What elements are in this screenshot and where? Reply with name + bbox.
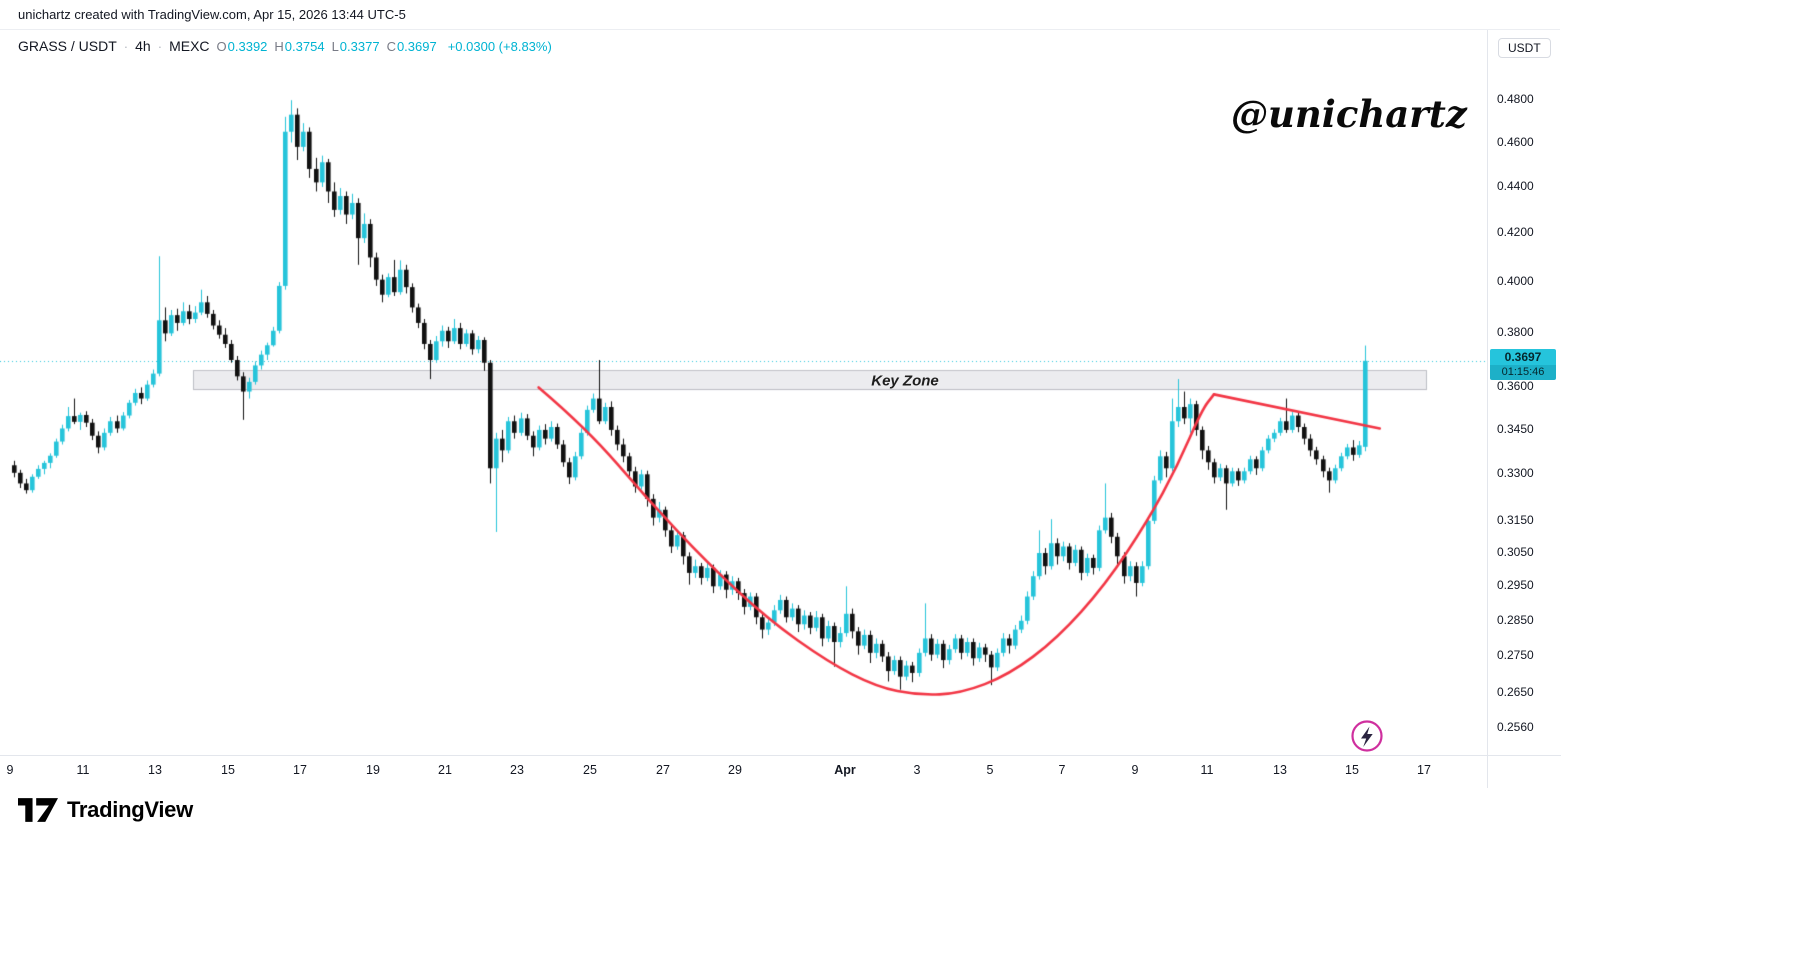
tradingview-wordmark: TradingView [67,797,193,822]
price-axis-label: 0.4200 [1497,225,1534,240]
last-price-badge: 0.3697 01:15:46 [1490,348,1556,380]
price-axis-label: 0.2850 [1497,612,1534,627]
interval-label[interactable]: 4h [135,38,151,54]
price-axis-label: 0.4000 [1497,274,1534,289]
time-axis-label: 5 [986,763,994,777]
time-axis-label: 17 [293,763,307,777]
time-axis-label: 7 [1058,763,1066,777]
tradingview-logomark [18,798,58,822]
price-change: +0.0300 (+8.83%) [447,38,552,54]
price-axis-label: 0.2950 [1497,578,1534,593]
ohlc-high-value: 0.3754 [284,38,325,54]
time-axis-label: 9 [1131,763,1139,777]
exchange-label[interactable]: MEXC [169,38,210,54]
time-axis-label: 15 [221,763,235,777]
time-axis[interactable]: 9 11 13 15 17 19 21 23 25 27 29 Apr 3 5 7 9 11 13 15 17 [0,755,1561,789]
ohlc-open: O 0.3392 [217,39,268,54]
ohlc-close-letter: C [386,38,396,54]
time-axis-label: 13 [1273,763,1287,777]
bar-countdown: 01:15:46 [1490,364,1556,380]
price-axis-label: 0.3600 [1497,379,1534,394]
price-axis-label: 0.4600 [1497,134,1534,149]
ohlc-low: L 0.3377 [332,39,380,54]
price-axis-label: 0.2750 [1497,648,1534,663]
symbol-legend: GRASS / USDT · 4h · MEXC O 0.3392 H 0.3754… [18,38,552,54]
time-axis-label: 3 [913,763,921,777]
legend-separator: · [157,38,163,54]
price-axis-label: 0.3300 [1497,466,1534,481]
flash-icon[interactable] [1350,719,1384,753]
last-price-value: 0.3697 [1490,348,1556,365]
ohlc-close: C 0.3697 [387,39,437,54]
time-axis-label: Apr [834,763,856,777]
price-axis-label: 0.4400 [1497,178,1534,193]
price-axis-label: 0.2650 [1497,685,1534,700]
price-axis-label: 0.2560 [1497,719,1534,734]
time-axis-label: 27 [656,763,670,777]
price-axis-label: 0.3050 [1497,545,1534,560]
time-axis-label: 13 [148,763,162,777]
time-axis-label: 25 [583,763,597,777]
time-axis-label: 15 [1345,763,1359,777]
legend-separator: · [123,38,129,54]
time-axis-label: 11 [76,763,90,777]
time-axis-label: 23 [510,763,524,777]
ohlc-high-letter: H [274,38,284,54]
time-axis-label: 11 [1200,763,1214,777]
ohlc-low-value: 0.3377 [339,38,380,54]
time-axis-label: 17 [1417,763,1431,777]
time-axis-label: 29 [728,763,742,777]
time-axis-label: 9 [6,763,14,777]
symbol-name[interactable]: GRASS / USDT [18,38,117,54]
price-chart-canvas[interactable] [0,0,1487,755]
tradingview-logo[interactable]: TradingView [18,797,193,823]
credit-text: unichartz created with TradingView.com, … [18,7,406,22]
ohlc-open-value: 0.3392 [227,38,268,54]
time-axis-label: 21 [438,763,452,777]
currency-toggle[interactable]: USDT [1498,38,1551,58]
watermark-handle: @unichartz [1231,92,1467,136]
price-axis-label: 0.3450 [1497,421,1534,436]
price-axis-label: 0.3800 [1497,325,1534,340]
ohlc-high: H 0.3754 [274,39,324,54]
price-axis-label: 0.3150 [1497,512,1534,527]
price-axis[interactable]: USDT 0.4800 0.4600 0.4400 0.4200 0.4000 0.380… [1487,30,1580,788]
price-axis-label: 0.4800 [1497,92,1534,106]
flash-icon-graphic [1351,720,1383,752]
time-axis-label: 19 [366,763,380,777]
header-separator [0,29,1560,30]
key-zone-label[interactable]: Key Zone [871,372,939,390]
ohlc-close-value: 0.3697 [396,38,437,54]
ohlc-open-letter: O [216,38,227,54]
ohlc-low-letter: L [331,38,339,54]
